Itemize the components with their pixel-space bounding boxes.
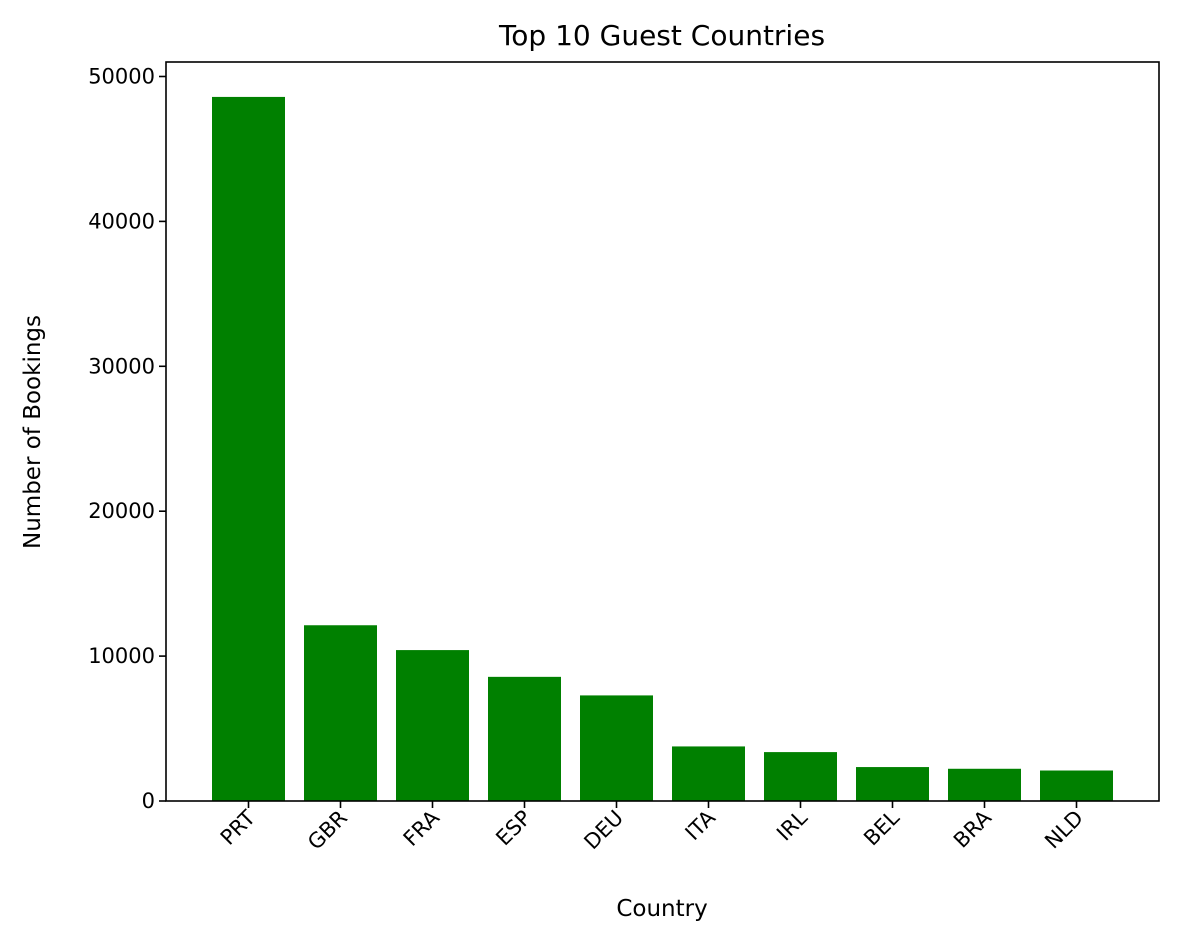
bar-irl [764, 752, 837, 801]
x-tick-label: IRL [772, 805, 812, 845]
x-tick-label: GBR [303, 806, 352, 855]
bar-gbr [304, 625, 377, 801]
x-axis: PRT GBR FRA ESP DEU ITA IRL BEL BRA NLD [216, 801, 1088, 855]
bar-ita [672, 746, 745, 801]
x-tick-label: ESP [491, 806, 536, 851]
plot-frame [165, 61, 1160, 802]
y-tick-label: 50000 [88, 64, 155, 88]
y-tick-label: 20000 [88, 499, 155, 523]
bar-bel [856, 767, 929, 801]
x-tick-label: DEU [579, 806, 628, 855]
x-axis-label: Country [616, 896, 707, 922]
chart-title: Top 10 Guest Countries [498, 19, 825, 52]
bar-bra [948, 768, 1021, 801]
x-tick-label: BRA [949, 805, 996, 852]
x-tick-label: ITA [681, 805, 721, 845]
y-tick-label: 0 [142, 789, 155, 813]
bars-group [212, 96, 1113, 801]
x-tick-label: NLD [1040, 806, 1088, 854]
x-tick-label: BEL [859, 805, 904, 850]
x-tick-label: FRA [399, 805, 445, 851]
y-tick-label: 40000 [88, 209, 155, 233]
y-tick-label: 30000 [88, 354, 155, 378]
bar-prt [212, 96, 285, 801]
y-axis: 0 10000 20000 30000 40000 50000 [88, 64, 166, 813]
bar-esp [488, 676, 561, 801]
x-tick-label: PRT [216, 805, 260, 849]
y-axis-label: Number of Bookings [20, 315, 46, 549]
bar-fra [396, 650, 469, 801]
bar-deu [580, 695, 653, 801]
y-tick-label: 10000 [88, 644, 155, 668]
bar-nld [1040, 770, 1113, 801]
